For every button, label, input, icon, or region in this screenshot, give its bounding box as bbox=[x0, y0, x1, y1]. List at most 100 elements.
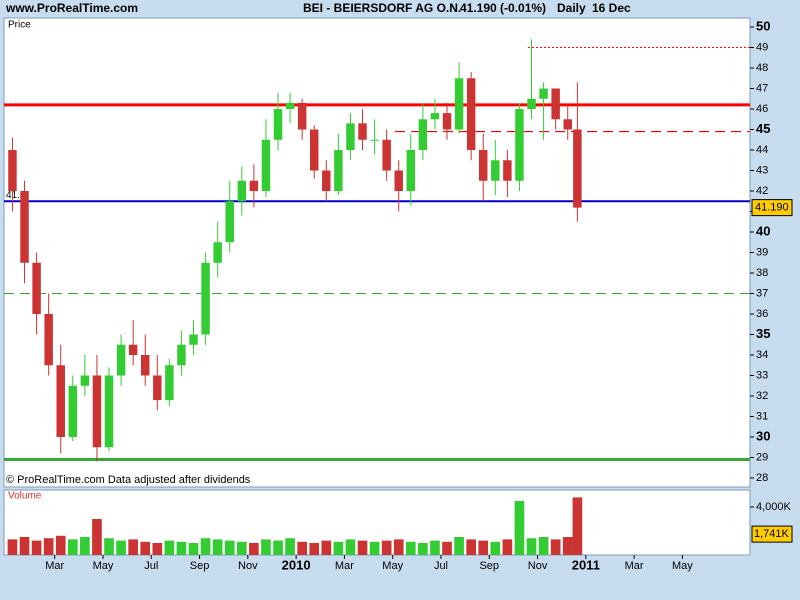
candle-body bbox=[225, 201, 234, 243]
volume-bar bbox=[7, 539, 18, 555]
volume-bar bbox=[80, 537, 90, 555]
volume-bar bbox=[550, 539, 561, 555]
candle-body bbox=[104, 375, 114, 448]
last-price-box bbox=[751, 199, 793, 217]
candle-body bbox=[141, 354, 150, 376]
candle-body bbox=[430, 113, 440, 120]
volume-bar bbox=[321, 540, 332, 555]
x-tick-label: May bbox=[382, 560, 403, 572]
y-tick-label: 32 bbox=[756, 390, 768, 402]
volume-bar bbox=[572, 497, 583, 555]
candle-body bbox=[153, 375, 162, 401]
volume-bar bbox=[454, 537, 464, 555]
candle-body bbox=[382, 139, 391, 171]
volume-bar bbox=[164, 540, 175, 555]
volume-bar bbox=[128, 539, 138, 555]
y-tick-label: 45 bbox=[756, 121, 770, 136]
volume-bar bbox=[478, 540, 489, 555]
instrument: BEI - BEIERSDORF AG O.N. bbox=[303, 1, 461, 15]
volume-bar bbox=[357, 540, 368, 555]
x-tick-label: Sep bbox=[479, 560, 499, 572]
candle-body bbox=[573, 129, 582, 208]
candle-body bbox=[394, 170, 403, 192]
period: Daily bbox=[557, 1, 586, 15]
volume-bar bbox=[526, 538, 537, 555]
candle-body bbox=[116, 344, 126, 376]
y-tick-label: 28 bbox=[756, 472, 768, 484]
volume-bar bbox=[116, 540, 126, 555]
volume-bar bbox=[43, 538, 54, 555]
candle-body bbox=[189, 334, 198, 345]
volume-bar bbox=[562, 537, 573, 555]
candle-body bbox=[442, 113, 452, 130]
candle-body bbox=[56, 365, 65, 437]
candle-body bbox=[8, 150, 17, 192]
panel-title: Price bbox=[8, 20, 31, 31]
volume-bar bbox=[236, 541, 247, 555]
x-tick-label: Jul bbox=[144, 560, 158, 572]
volume-bar bbox=[261, 539, 271, 555]
candle-body bbox=[310, 129, 319, 171]
x-tick-label: 2010 bbox=[282, 557, 311, 572]
volume-bar bbox=[466, 539, 476, 555]
volume-bar bbox=[152, 543, 163, 555]
volume-bar bbox=[67, 539, 78, 555]
volume-bar bbox=[249, 543, 259, 555]
y-tick-label: 38 bbox=[756, 267, 768, 279]
volume-bar bbox=[140, 541, 151, 555]
y-tick-label: 44 bbox=[756, 144, 768, 156]
panel-title: Volume bbox=[8, 491, 42, 502]
candle-body bbox=[128, 344, 138, 355]
volume-bar bbox=[224, 540, 235, 555]
y-tick-label: 31 bbox=[756, 410, 768, 422]
volume-bar bbox=[200, 538, 211, 555]
volume-bar bbox=[393, 539, 404, 555]
candle-body bbox=[201, 262, 210, 335]
volume-bar bbox=[309, 543, 320, 555]
volume-bar bbox=[502, 539, 513, 555]
volume-bar bbox=[430, 540, 440, 555]
candle-body bbox=[491, 160, 500, 181]
volume-bar bbox=[345, 539, 356, 555]
candle-body bbox=[454, 78, 464, 130]
date: 16 Dec bbox=[592, 1, 631, 15]
candle-body bbox=[20, 191, 29, 263]
y-tick-label: 36 bbox=[756, 308, 768, 320]
y-tick-label: 43 bbox=[756, 164, 768, 176]
candle-body bbox=[177, 344, 186, 366]
y-tick-label: 50 bbox=[756, 18, 770, 33]
volume-bar bbox=[538, 537, 549, 555]
y-tick-label: 42 bbox=[756, 185, 768, 197]
quote: 41.190 (-0.01%) bbox=[460, 1, 546, 15]
x-tick-label: Sep bbox=[190, 560, 210, 572]
volume-bar bbox=[92, 519, 102, 555]
candle-body bbox=[370, 139, 379, 141]
candle-body bbox=[68, 385, 78, 437]
volume-bar bbox=[514, 501, 525, 555]
volume-bar bbox=[176, 541, 187, 555]
x-tick-label: May bbox=[93, 560, 114, 572]
candle-body bbox=[237, 180, 247, 202]
candle-body bbox=[32, 262, 41, 314]
y-tick-label: 34 bbox=[756, 349, 768, 361]
volume-bar bbox=[285, 538, 295, 555]
volume-bar bbox=[104, 538, 114, 555]
candle-body bbox=[515, 109, 524, 181]
candle-body bbox=[479, 150, 488, 181]
candle-body bbox=[466, 78, 476, 151]
candle-body bbox=[539, 88, 548, 99]
x-tick-label: Nov bbox=[528, 560, 548, 572]
volume-bar bbox=[273, 540, 283, 555]
candle-body bbox=[503, 160, 512, 181]
site: www.ProRealTime.com bbox=[5, 1, 138, 15]
volume-bar bbox=[212, 539, 223, 555]
y-tick-label: 37 bbox=[756, 287, 768, 299]
x-tick-label: Nov bbox=[238, 560, 258, 572]
candle-body bbox=[322, 170, 331, 192]
volume-bar bbox=[369, 541, 380, 555]
candle-body bbox=[80, 375, 90, 386]
y-tick-label: 39 bbox=[756, 246, 768, 258]
volume-bar bbox=[55, 535, 66, 555]
